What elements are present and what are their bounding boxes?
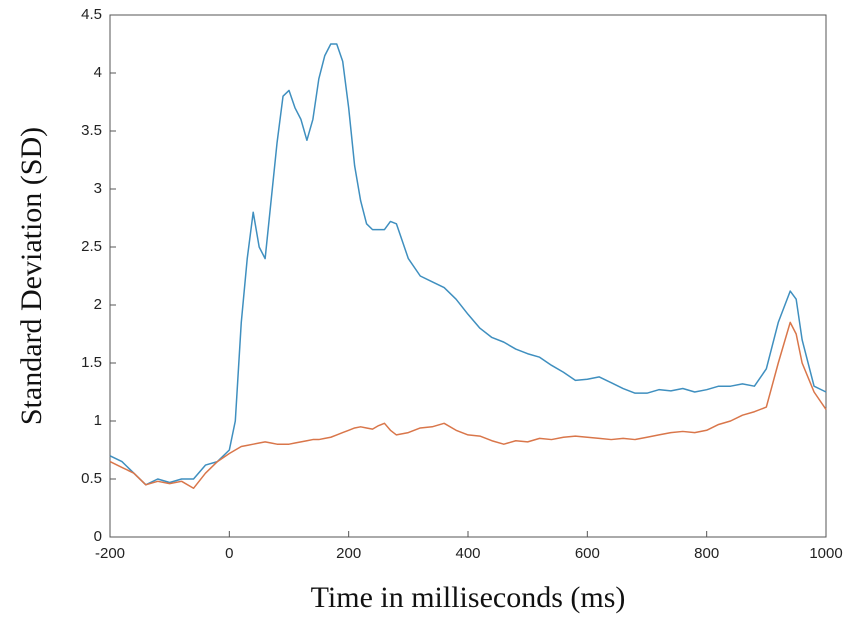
y-tick-label: 1 xyxy=(94,412,102,429)
x-tick-label: 600 xyxy=(575,545,600,562)
y-tick-label: 4.5 xyxy=(81,6,102,23)
y-tick-label: 2.5 xyxy=(81,238,102,255)
x-axis-title: Time in milliseconds (ms) xyxy=(311,581,626,614)
x-tick-label: 800 xyxy=(694,545,719,562)
y-tick-label: 0 xyxy=(94,528,102,545)
series-line xyxy=(109,43,827,486)
y-tick-label: 3 xyxy=(94,180,102,197)
x-tick-label: 200 xyxy=(336,545,361,562)
y-tick-label: 1.5 xyxy=(81,354,102,371)
y-tick-label: 4 xyxy=(94,64,102,81)
x-tick-label: 1000 xyxy=(809,545,842,562)
series-line xyxy=(109,321,827,490)
y-tick-label: 0.5 xyxy=(81,470,102,487)
plot-frame xyxy=(109,14,827,538)
x-tick-label: 400 xyxy=(455,545,480,562)
y-axis-title: Standard Deviation (SD) xyxy=(15,127,48,425)
y-tick-label: 2 xyxy=(94,296,102,313)
x-tick-label: 0 xyxy=(225,545,233,562)
x-tick-label: -200 xyxy=(95,545,125,562)
y-tick-label: 3.5 xyxy=(81,122,102,139)
